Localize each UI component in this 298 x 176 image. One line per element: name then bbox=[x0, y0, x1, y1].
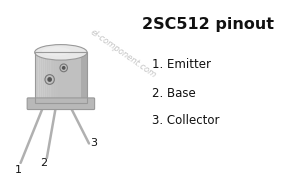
Text: 3: 3 bbox=[90, 138, 97, 148]
Bar bbox=[52, 52, 54, 103]
Bar bbox=[37, 52, 39, 103]
Circle shape bbox=[62, 66, 66, 70]
Bar bbox=[38, 52, 41, 103]
Text: 3. Collector: 3. Collector bbox=[152, 114, 219, 127]
Bar bbox=[40, 52, 43, 103]
Bar bbox=[55, 52, 58, 103]
Text: 2. Base: 2. Base bbox=[152, 87, 195, 100]
Bar bbox=[48, 52, 51, 103]
Bar bbox=[53, 52, 56, 103]
Text: 2SC512 pinout: 2SC512 pinout bbox=[142, 17, 274, 32]
Circle shape bbox=[60, 64, 67, 72]
Text: 1: 1 bbox=[15, 165, 22, 175]
FancyBboxPatch shape bbox=[27, 98, 94, 109]
Bar bbox=[35, 52, 87, 103]
Bar bbox=[46, 52, 49, 103]
Bar bbox=[50, 52, 52, 103]
Bar bbox=[81, 52, 87, 103]
Bar bbox=[35, 52, 87, 103]
Bar bbox=[44, 52, 47, 103]
Bar bbox=[35, 52, 38, 103]
Circle shape bbox=[45, 75, 54, 84]
Ellipse shape bbox=[35, 45, 87, 60]
Bar bbox=[42, 52, 45, 103]
Text: 2: 2 bbox=[41, 158, 48, 168]
Text: el-component.com: el-component.com bbox=[89, 27, 158, 79]
Ellipse shape bbox=[42, 47, 71, 56]
Circle shape bbox=[47, 77, 52, 82]
Text: 1. Emitter: 1. Emitter bbox=[152, 58, 211, 71]
